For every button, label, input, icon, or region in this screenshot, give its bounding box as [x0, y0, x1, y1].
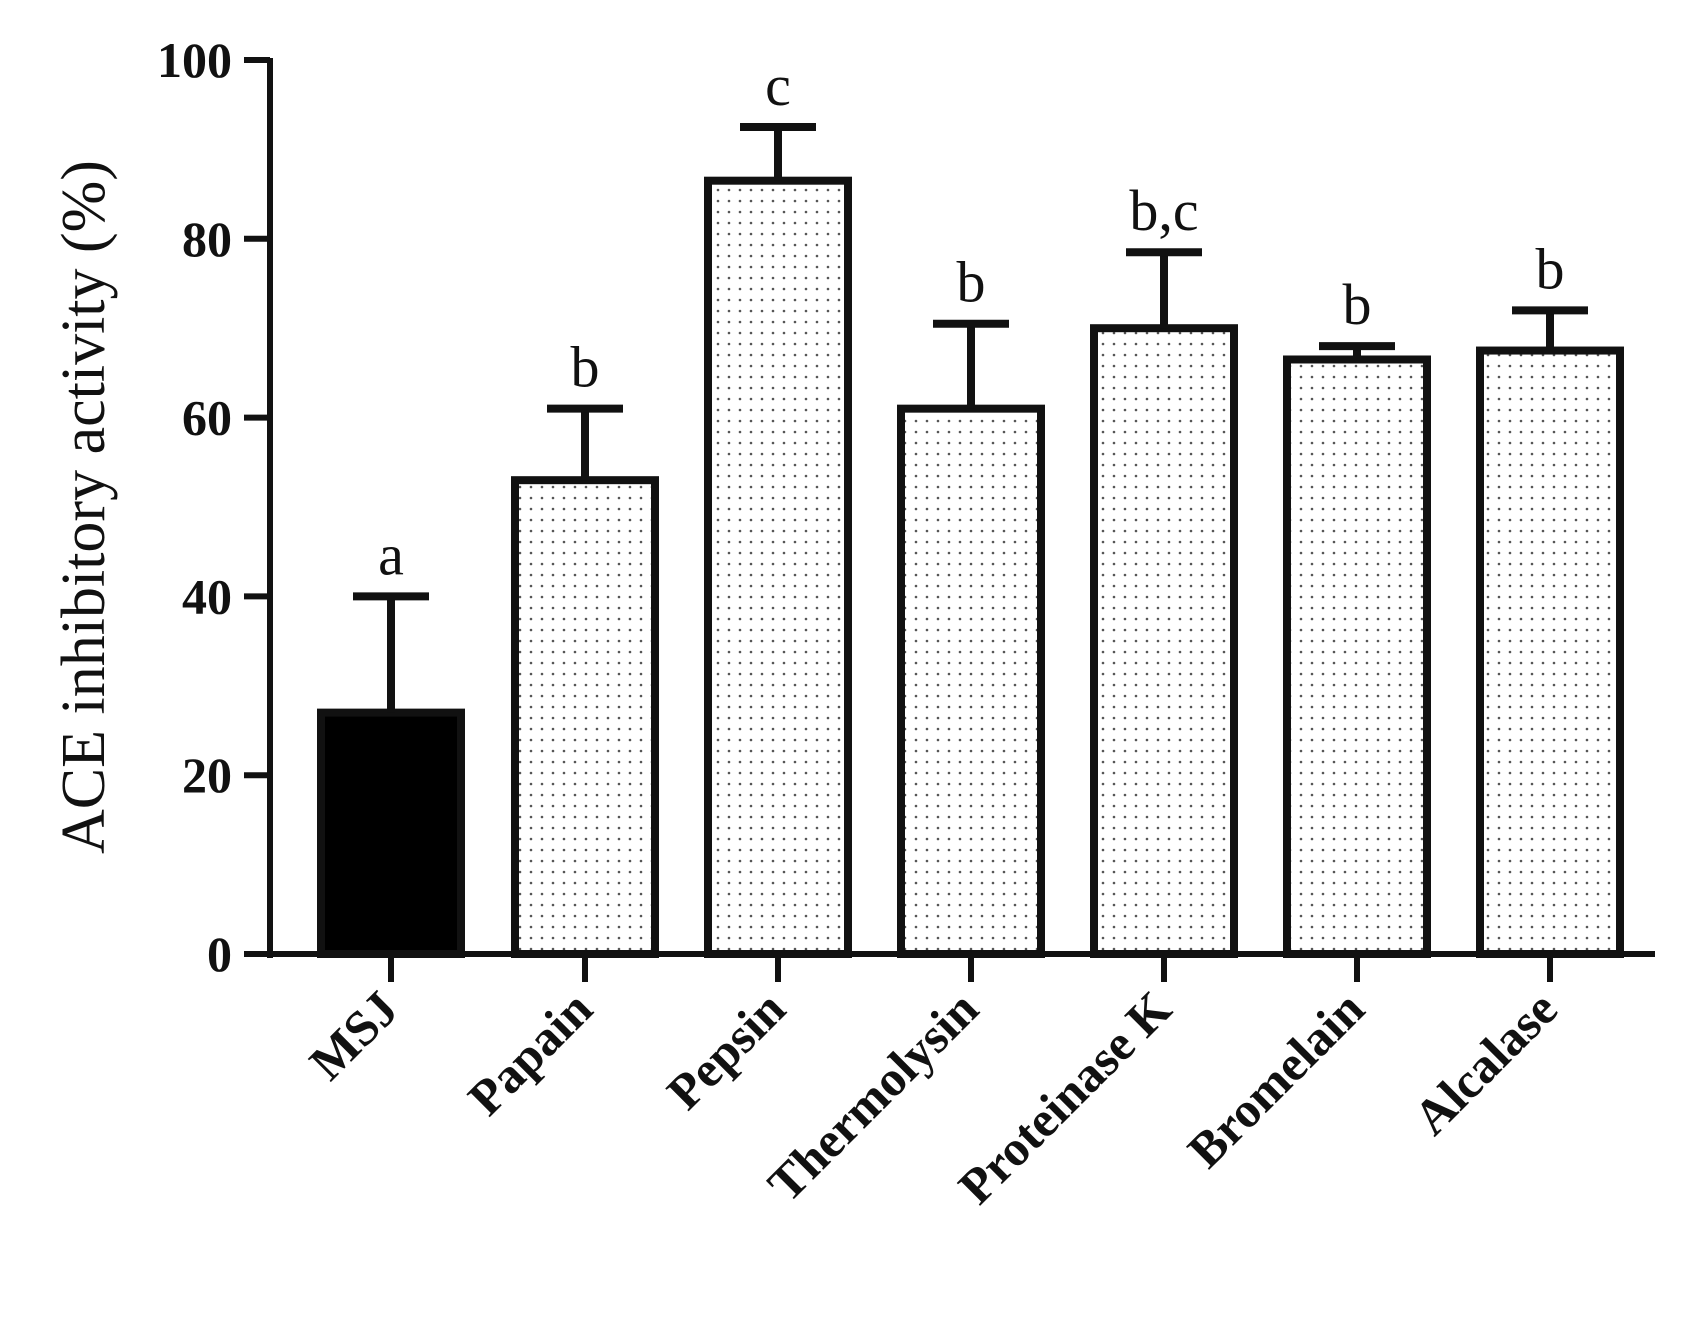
- bar-thermolysin: [897, 404, 1045, 959]
- bar-alcalase: [1476, 346, 1624, 958]
- significance-label: b: [957, 250, 986, 315]
- significance-label: c: [765, 53, 791, 118]
- y-tick-label: 0: [207, 926, 232, 982]
- y-tick-label: 40: [182, 568, 232, 624]
- x-tick-label: Pepsin: [656, 980, 796, 1120]
- bar-pepsin: [704, 176, 852, 958]
- axes-layer: [244, 57, 1655, 982]
- bar-bromelain: [1283, 355, 1431, 958]
- bar-papain: [511, 476, 659, 958]
- significance-label: b: [1536, 236, 1565, 301]
- x-tick-label: Alcalase: [1403, 980, 1568, 1145]
- significance-label: b,c: [1129, 178, 1198, 243]
- bar-msj: [317, 708, 465, 958]
- x-tick-label: MSJ: [298, 980, 408, 1090]
- x-tick-label: Papain: [457, 980, 603, 1126]
- bar-proteinase-k: [1090, 324, 1238, 958]
- significance-label: b: [571, 335, 600, 400]
- significance-label: a: [378, 522, 404, 587]
- y-tick-label: 100: [157, 32, 232, 88]
- y-tick-label: 60: [182, 390, 232, 446]
- significance-label: b: [1343, 272, 1372, 337]
- bars-layer: [317, 123, 1624, 959]
- y-tick-label: 80: [182, 211, 232, 267]
- x-tick-label: Bromelain: [1177, 980, 1375, 1178]
- y-axis-title: ACE inhibitory activity (%): [50, 160, 118, 854]
- y-tick-label: 20: [182, 747, 232, 803]
